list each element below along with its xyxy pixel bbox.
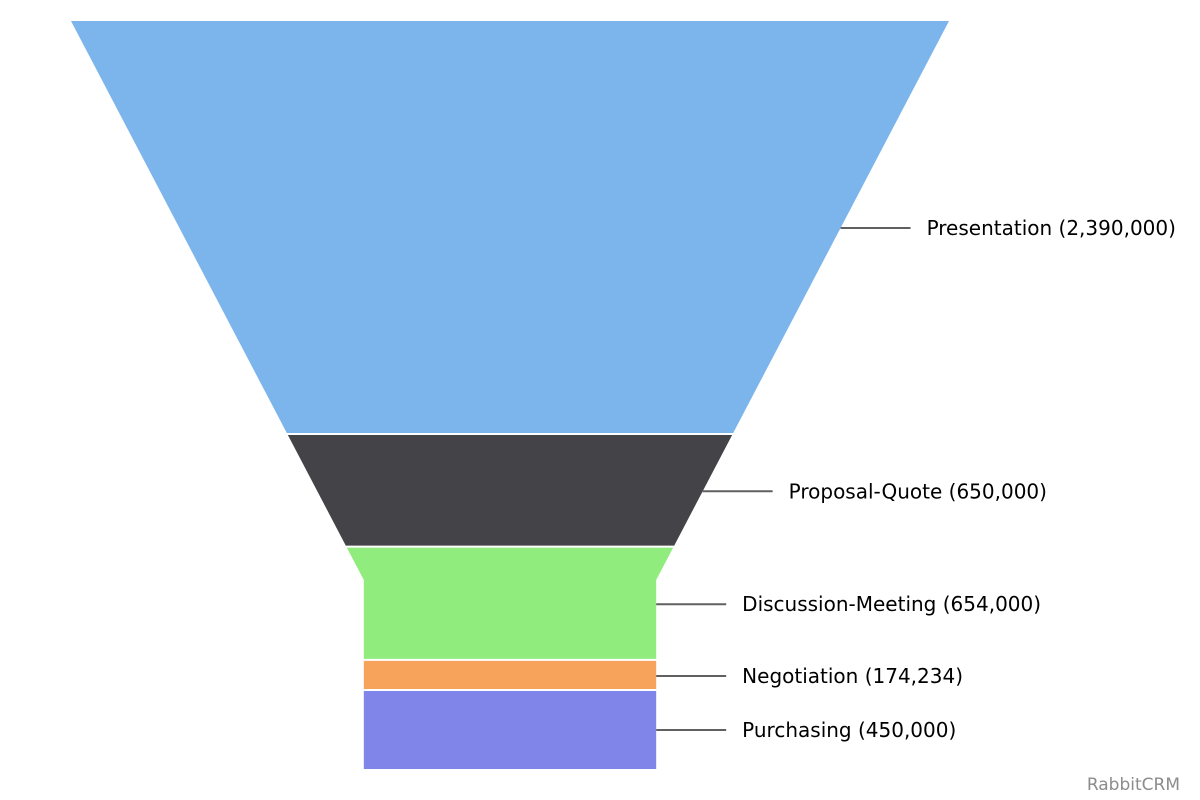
segment-label-discussion-meeting: Discussion-Meeting (654,000) (742, 592, 1041, 616)
funnel-segment-presentation[interactable] (71, 21, 949, 433)
funnel-segment-purchasing[interactable] (363, 691, 657, 769)
credit-label[interactable]: RabbitCRM (1087, 775, 1180, 795)
segment-label-presentation: Presentation (2,390,000) (927, 216, 1176, 240)
segment-labels: Presentation (2,390,000) Proposal-Quote (… (742, 216, 1176, 742)
funnel-segment-discussion-meeting[interactable] (346, 547, 674, 659)
segment-label-proposal-quote: Proposal-Quote (650,000) (789, 479, 1047, 503)
segment-label-negotiation: Negotiation (174,234) (742, 664, 963, 688)
funnel-segment-proposal-quote[interactable] (287, 434, 733, 546)
segment-label-purchasing: Purchasing (450,000) (742, 718, 956, 742)
funnel-segments (71, 21, 949, 769)
label-connectors (656, 226, 911, 732)
funnel-segment-negotiation[interactable] (363, 660, 657, 690)
